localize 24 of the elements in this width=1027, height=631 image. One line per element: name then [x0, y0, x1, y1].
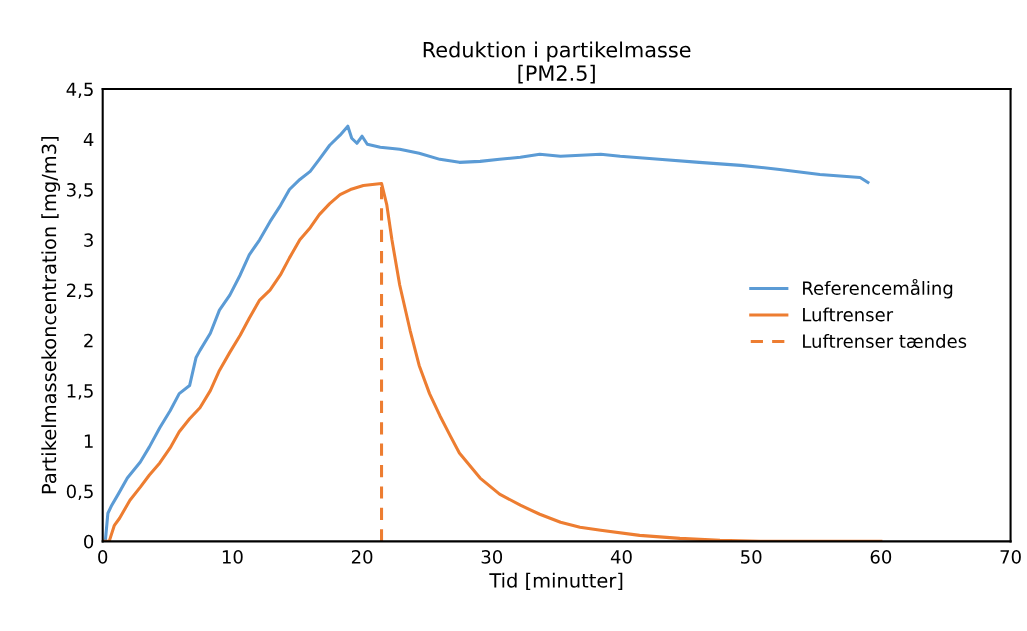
y-tick-label: 0,5 — [66, 484, 93, 501]
legend-label: Luftrenser tændes — [803, 334, 967, 348]
x-tick-label: 0 — [98, 550, 108, 564]
x-tick-label: 60 — [870, 550, 892, 564]
y-axis-title: Partikelmassekoncentration [mg/m3] — [41, 136, 61, 494]
chart-title: Reduktion i partikelmasse [PM2.5] — [423, 41, 691, 84]
x-tick-label: 40 — [610, 550, 632, 564]
x-axis-title: Tid [minutter] — [489, 572, 623, 591]
legend-label: Referencemåling — [803, 278, 953, 299]
y-tick-label: 4 — [83, 132, 94, 147]
y-tick-label: 3 — [84, 233, 93, 247]
y-tick-label: 4,5 — [66, 82, 93, 98]
y-tick-label: 2,5 — [66, 283, 93, 300]
y-tick-label: 1,5 — [67, 384, 93, 400]
legend-label: Luftrenser — [803, 307, 894, 322]
y-tick-label: 3,5 — [67, 182, 93, 199]
x-tick-label: 50 — [741, 550, 762, 564]
x-tick-label: 10 — [222, 550, 243, 564]
x-tick-label: 30 — [481, 550, 503, 564]
y-tick-label: 0 — [84, 534, 94, 549]
y-tick-label: 1 — [84, 434, 93, 448]
x-tick-label: 70 — [1000, 550, 1021, 564]
y-tick-label: 2 — [84, 333, 93, 348]
x-tick-label: 20 — [351, 550, 373, 564]
